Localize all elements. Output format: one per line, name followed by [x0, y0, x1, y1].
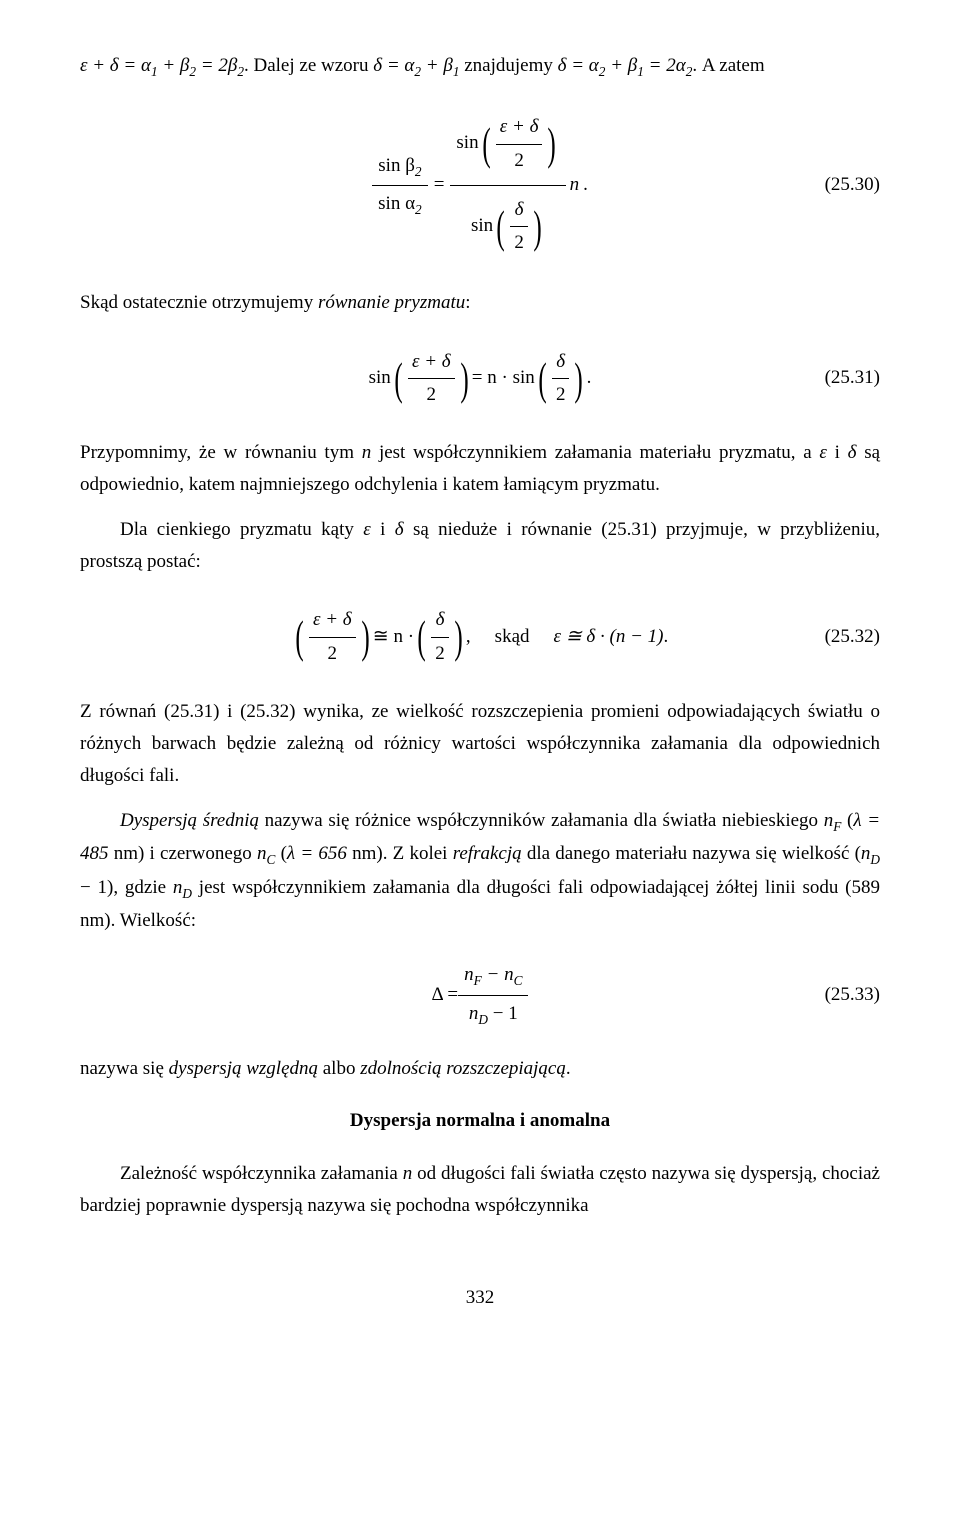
paragraph-6: Dyspersją średnią nazywa się różnice wsp…	[80, 805, 880, 937]
paragraph-4: Dla cienkiego pryzmatu kąty ε i δ są nie…	[80, 514, 880, 579]
equation-25-33: Δ = nF − nC nD − 1 (25.33)	[80, 957, 880, 1033]
paragraph-3: Przypomnimy, że w równaniu tym n jest ws…	[80, 437, 880, 502]
paragraph-5: Z równań (25.31) i (25.32) wynika, ze wi…	[80, 696, 880, 793]
math-inline: ε + δ = α	[80, 55, 151, 76]
equation-25-32: (ε + δ2) ≅ n · (δ2), skąd ε ≅ δ · (n − 1…	[80, 598, 880, 676]
paragraph-7: nazywa się dyspersją względną albo zdoln…	[80, 1053, 880, 1085]
paragraph-2: Skąd ostatecznie otrzymujemy równanie pr…	[80, 287, 880, 319]
paragraph-1: ε + δ = α1 + β2 = 2β2. Dalej ze wzoru δ …	[80, 50, 880, 83]
equation-25-31: sin(ε + δ2) = n · sin(δ2) . (25.31)	[80, 340, 880, 418]
equation-number: (25.33)	[825, 979, 880, 1011]
equation-number: (25.30)	[825, 169, 880, 201]
equation-number: (25.31)	[825, 362, 880, 394]
page-number: 332	[80, 1282, 880, 1314]
equation-number: (25.32)	[825, 621, 880, 653]
equation-25-30: sin β2 sin α2 = sin(ε + δ2) sin(δ2) n . …	[80, 103, 880, 267]
section-title: Dyspersja normalna i anomalna	[80, 1105, 880, 1137]
paragraph-8: Zależność współczynnika załamania n od d…	[80, 1158, 880, 1223]
